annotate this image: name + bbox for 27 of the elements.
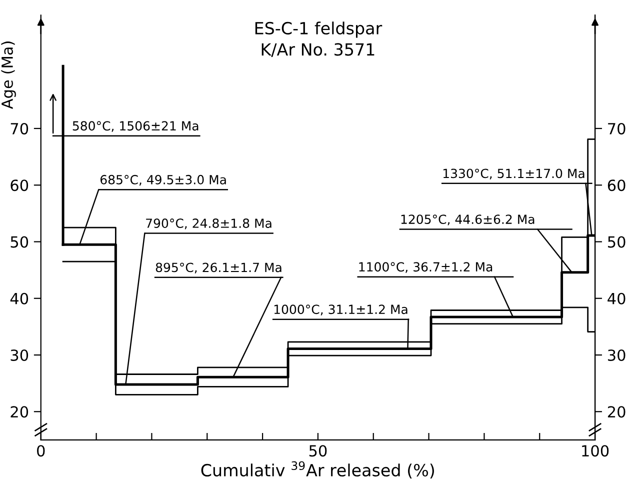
y-tick-label: 60 <box>10 180 28 192</box>
x-tick-label: 100 <box>582 445 609 457</box>
annotation: 1205°C, 44.6±6.2 Ma <box>401 214 534 226</box>
chart-title: ES-C-1 feldspar <box>255 22 382 38</box>
annotation: 790°C, 24.8±1.8 Ma <box>146 218 272 230</box>
y-tick-label: 20 <box>10 406 28 418</box>
annotation: 1100°C, 36.7±1.2 Ma <box>359 262 492 273</box>
text: K/Ar No. 3571 <box>262 43 374 58</box>
x-tick-label: 0 <box>37 445 45 457</box>
x-axis-title: Cumulativ $^{39}$Ar released (%) <box>201 461 434 478</box>
annotation: 1330°C, 51.1±17.0 Ma <box>443 168 584 180</box>
y-tick-label: 40 <box>10 292 28 304</box>
annotation: 580°C, 1506±21 Ma <box>72 121 198 132</box>
y2-tick-label: 70 <box>608 122 626 134</box>
y2-tick-label: 60 <box>608 180 626 192</box>
y-tick-label: 50 <box>10 236 28 248</box>
y2-tick-label: 30 <box>608 349 626 362</box>
y2-tick-label: 50 <box>608 236 626 248</box>
y-tick-label: 70 <box>10 122 28 134</box>
y2-tick-label: 40 <box>608 292 626 304</box>
y-tick-label: 30 <box>10 349 28 362</box>
y-axis-title: Age (Ma) <box>1 42 16 109</box>
x-tick-label: 50 <box>309 445 327 457</box>
annotation: 895°C, 26.1±1.7 Ma <box>156 262 282 274</box>
y2-tick-label: 20 <box>608 406 626 418</box>
annotation: 1000°C, 31.1±1.2 Ma <box>274 304 408 316</box>
annotation: 685°C, 49.5±3.0 Ma <box>100 174 226 186</box>
